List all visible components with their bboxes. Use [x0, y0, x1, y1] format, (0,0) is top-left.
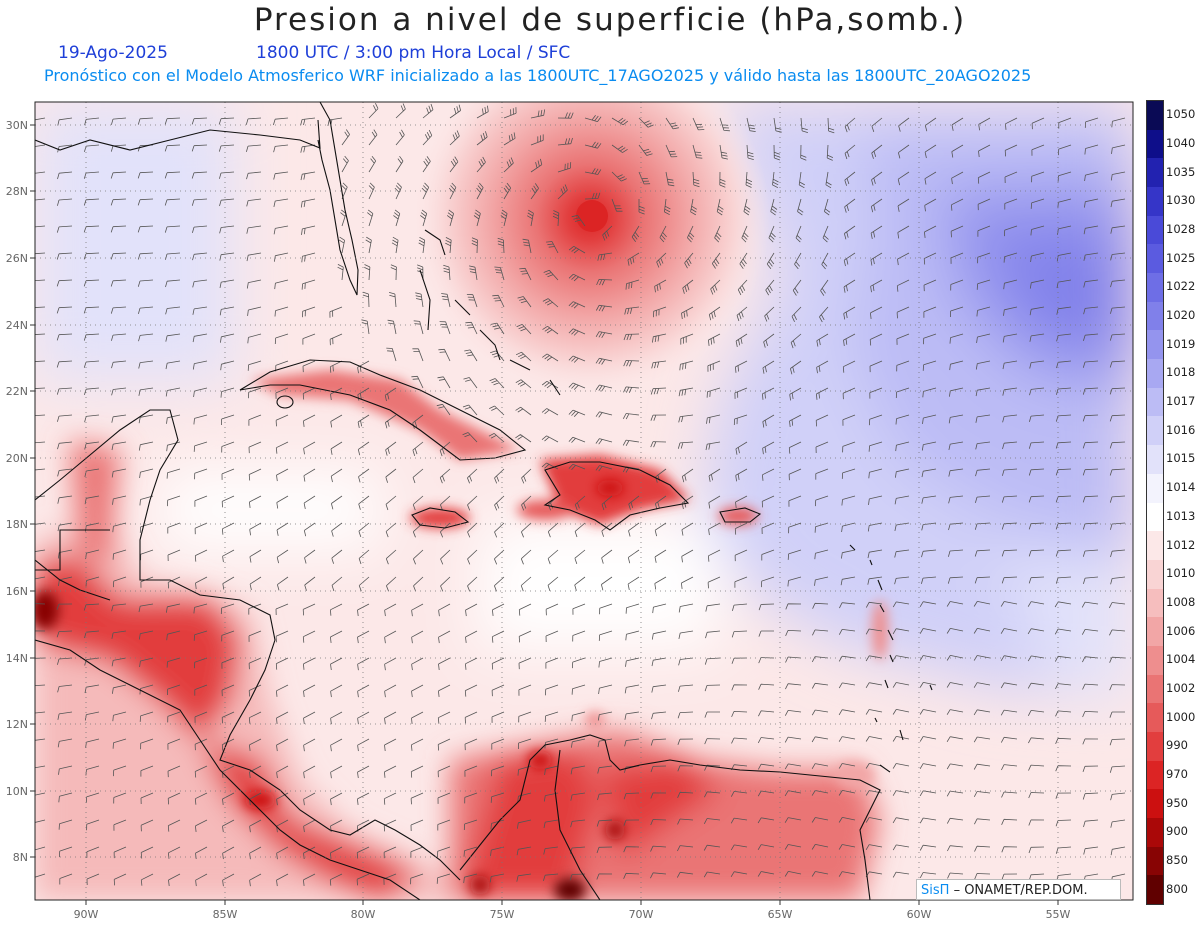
- colorbar-swatch: [1147, 588, 1163, 618]
- colorbar-label: 950: [1166, 795, 1188, 810]
- lon-label: 70W: [629, 908, 654, 921]
- lat-label: 20N: [6, 452, 28, 465]
- colorbar-swatch: [1147, 330, 1163, 360]
- colorbar-label: 1010: [1166, 566, 1196, 581]
- colorbar-swatch: [1147, 846, 1163, 876]
- colorbar-swatch: [1147, 559, 1163, 590]
- credit-text: ONAMET/REP.DOM.: [964, 883, 1088, 898]
- colorbar-label: 1022: [1166, 279, 1196, 294]
- colorbar-swatch: [1147, 645, 1163, 676]
- colorbar-label: 1004: [1166, 652, 1196, 667]
- wind-barbs: [35, 103, 1126, 887]
- lat-label: 28N: [6, 185, 28, 198]
- colorbar-swatch: [1147, 244, 1163, 274]
- lat-label: 14N: [6, 652, 28, 665]
- colorbar-swatch: [1147, 158, 1163, 188]
- colorbar-label: 1013: [1166, 508, 1196, 523]
- colorbar-label: 1035: [1166, 164, 1196, 179]
- colorbar-swatch: [1147, 187, 1163, 217]
- lon-label: 65W: [768, 908, 793, 921]
- colorbar: [1146, 100, 1164, 905]
- colorbar-label: 1019: [1166, 336, 1196, 351]
- lon-label: 85W: [213, 908, 238, 921]
- colorbar-swatch: [1147, 101, 1163, 131]
- colorbar-swatch: [1147, 359, 1163, 389]
- colorbar-label: 1014: [1166, 480, 1196, 495]
- colorbar-swatch: [1147, 731, 1163, 762]
- credit-dash: –: [953, 883, 965, 898]
- lat-label: 22N: [6, 385, 28, 398]
- colorbar-swatch: [1147, 502, 1163, 532]
- coastlines: [35, 102, 933, 900]
- hurricane-low: [410, 102, 770, 398]
- colorbar-swatch: [1147, 617, 1163, 647]
- lat-label: 8N: [13, 851, 28, 864]
- colorbar-label: 1020: [1166, 308, 1196, 323]
- colorbar-label: 1012: [1166, 537, 1196, 552]
- colorbar-swatch: [1147, 817, 1163, 848]
- colorbar-label: 990: [1166, 738, 1188, 753]
- colorbar-swatch: [1147, 445, 1163, 475]
- colorbar-label: 1008: [1166, 594, 1196, 609]
- colorbar-label: 1018: [1166, 365, 1196, 380]
- lat-label: 24N: [6, 319, 28, 332]
- colorbar-label: 1016: [1166, 422, 1196, 437]
- colorbar-label: 1002: [1166, 680, 1196, 695]
- colorbar-label: 1030: [1166, 193, 1196, 208]
- lat-label: 30N: [6, 119, 28, 132]
- colorbar-swatch: [1147, 387, 1163, 417]
- gridlines: [35, 102, 1133, 900]
- colorbar-swatch: [1147, 273, 1163, 303]
- credit-box: SisΠ – ONAMET/REP.DOM.: [916, 879, 1121, 900]
- colorbar-swatch: [1147, 531, 1163, 561]
- lat-label: 16N: [6, 585, 28, 598]
- colorbar-label: 1006: [1166, 623, 1196, 638]
- wind-barb-field: [35, 103, 1126, 887]
- colorbar-swatch: [1147, 674, 1163, 704]
- colorbar-label: 1000: [1166, 709, 1196, 724]
- colorbar-label: 1040: [1166, 136, 1196, 151]
- sispi-logo: SisΠ: [921, 883, 950, 898]
- colorbar-label: 800: [1166, 881, 1188, 896]
- colorbar-label: 850: [1166, 852, 1188, 867]
- colorbar-swatch: [1147, 760, 1163, 790]
- colorbar-label: 970: [1166, 766, 1188, 781]
- lon-label: 75W: [490, 908, 515, 921]
- colorbar-label: 900: [1166, 824, 1188, 839]
- colorbar-swatch: [1147, 789, 1163, 819]
- colorbar-swatch: [1147, 301, 1163, 331]
- colorbar-swatch: [1147, 875, 1163, 905]
- colorbar-swatch: [1147, 473, 1163, 503]
- chart-title: Presion a nivel de superficie (hPa,somb.…: [253, 2, 967, 38]
- colorbar-swatch: [1147, 129, 1163, 159]
- lat-label: 26N: [6, 252, 28, 265]
- lat-label: 12N: [6, 718, 28, 731]
- colorbar-label: 1015: [1166, 451, 1196, 466]
- lon-label: 60W: [907, 908, 932, 921]
- lat-label: 10N: [6, 785, 28, 798]
- forecast-date: 19-Ago-2025: [58, 43, 168, 63]
- forecast-time: 1800 UTC / 3:00 pm Hora Local / SFC: [256, 43, 571, 63]
- colorbar-swatch: [1147, 416, 1163, 446]
- lon-label: 80W: [351, 908, 376, 921]
- lon-label: 55W: [1046, 908, 1071, 921]
- colorbar-label: 1025: [1166, 250, 1196, 265]
- colorbar-label: 1028: [1166, 222, 1196, 237]
- lon-label: 90W: [74, 908, 99, 921]
- colorbar-label: 1050: [1166, 107, 1196, 122]
- lat-label: 18N: [6, 518, 28, 531]
- model-info: Pronóstico con el Modelo Atmosferico WRF…: [44, 66, 1032, 85]
- colorbar-swatch: [1147, 703, 1163, 733]
- colorbar-swatch: [1147, 215, 1163, 245]
- colorbar-label: 1017: [1166, 394, 1196, 409]
